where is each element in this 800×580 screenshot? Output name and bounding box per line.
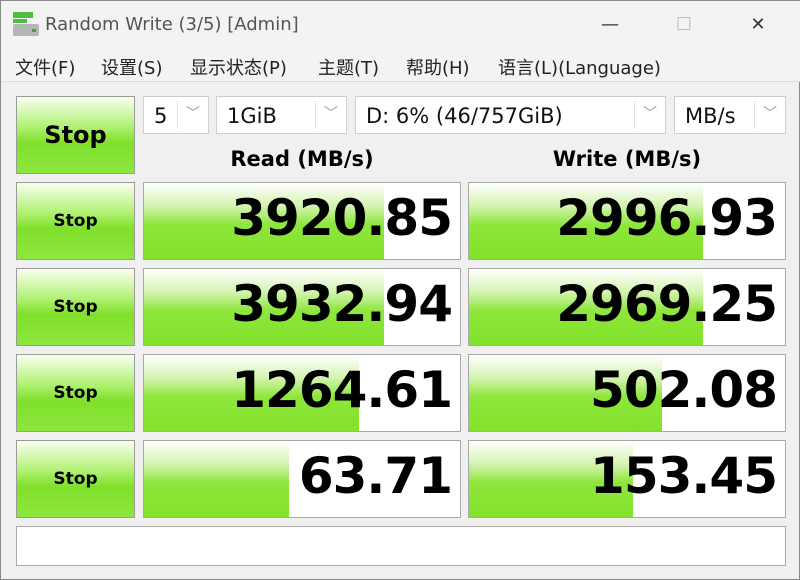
unit-select[interactable]: MB/s ﹀	[674, 96, 786, 134]
size-value: 1GiB	[227, 104, 277, 128]
chevron-down-icon: ﹀	[643, 106, 657, 122]
read-result: 3932.94	[143, 268, 461, 346]
stop-test-button[interactable]: Stop	[16, 182, 135, 260]
write-result: 502.08	[468, 354, 786, 432]
chevron-down-icon: ﹀	[186, 106, 200, 122]
read-value: 1264.61	[231, 361, 453, 419]
chevron-down-icon: ﹀	[763, 106, 777, 122]
write-bar	[469, 441, 634, 517]
read-bar	[144, 441, 290, 517]
menu-settings[interactable]: 设置(S)	[101, 58, 163, 79]
drive-value: D: 6% (46/757GiB)	[366, 104, 563, 128]
title-bar: Random Write (3/5) [Admin] — ☐ ✕	[1, 1, 800, 49]
read-result: 1264.61	[143, 354, 461, 432]
window-title: Random Write (3/5) [Admin]	[45, 14, 299, 35]
unit-value: MB/s	[685, 104, 736, 128]
read-result: 3920.85	[143, 182, 461, 260]
stop-all-button[interactable]: Stop	[16, 96, 135, 174]
count-value: 5	[154, 104, 168, 128]
maximize-button[interactable]: ☐	[675, 14, 693, 35]
chevron-down-icon: ﹀	[324, 106, 338, 122]
menu-theme[interactable]: 主题(T)	[318, 58, 380, 79]
minimize-button[interactable]: —	[601, 14, 619, 35]
write-bar	[469, 269, 703, 345]
write-result: 153.45	[468, 440, 786, 518]
stop-test-button[interactable]: Stop	[16, 440, 135, 518]
menu-bar: 文件(F) 设置(S) 显示状态(P) 主题(T) 帮助(H) 语言(L)(La…	[1, 49, 800, 82]
write-value: 2996.93	[556, 189, 778, 247]
stop-test-button[interactable]: Stop	[16, 354, 135, 432]
read-bar	[144, 355, 359, 431]
write-bar	[469, 355, 662, 431]
count-select[interactable]: 5 ﹀	[143, 96, 209, 134]
write-result: 2969.25	[468, 268, 786, 346]
read-value: 3920.85	[231, 189, 453, 247]
read-bar	[144, 269, 385, 345]
close-button[interactable]: ✕	[750, 14, 766, 35]
menu-profile[interactable]: 显示状态(P)	[190, 58, 287, 79]
menu-help[interactable]: 帮助(H)	[406, 58, 470, 79]
drive-select[interactable]: D: 6% (46/757GiB) ﹀	[355, 96, 666, 134]
stop-test-button[interactable]: Stop	[16, 268, 135, 346]
status-bar	[16, 526, 786, 566]
read-bar	[144, 183, 385, 259]
menu-language[interactable]: 语言(L)(Language)	[498, 58, 661, 79]
write-value: 502.08	[590, 361, 778, 419]
read-value: 63.71	[298, 447, 453, 505]
read-value: 3932.94	[231, 275, 453, 333]
write-header: Write (MB/s)	[552, 147, 702, 171]
size-select[interactable]: 1GiB ﹀	[216, 96, 347, 134]
write-value: 2969.25	[556, 275, 778, 333]
write-value: 153.45	[590, 447, 778, 505]
app-icon	[13, 12, 39, 36]
write-bar	[469, 183, 703, 259]
write-result: 2996.93	[468, 182, 786, 260]
menu-file[interactable]: 文件(F)	[15, 58, 76, 79]
read-result: 63.71	[143, 440, 461, 518]
read-header: Read (MB/s)	[230, 147, 374, 171]
